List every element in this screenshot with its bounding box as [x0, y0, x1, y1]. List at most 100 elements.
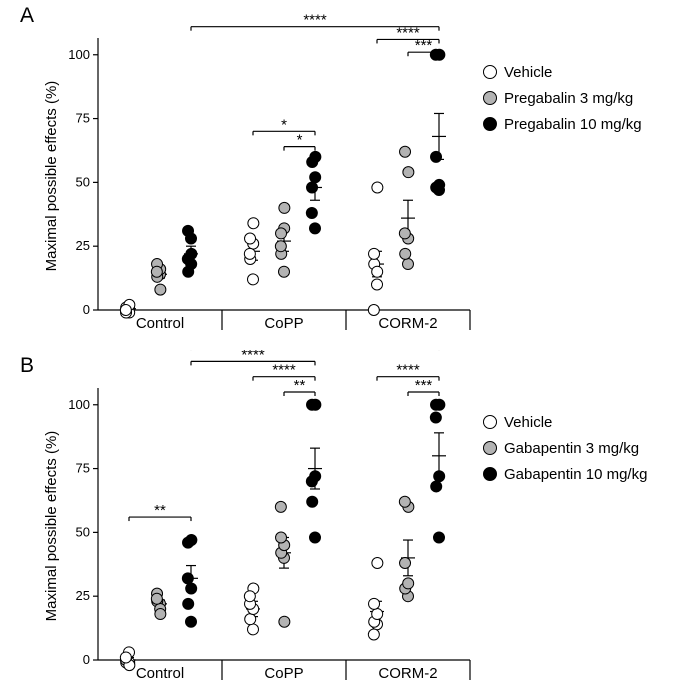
data-point	[403, 167, 414, 178]
panel-label-a: A	[20, 4, 34, 28]
data-point	[434, 179, 445, 190]
ytick-label: 0	[83, 302, 90, 317]
data-point	[310, 532, 321, 543]
data-point	[306, 208, 317, 219]
data-point	[368, 305, 379, 316]
data-point	[400, 146, 411, 157]
legend-marker	[484, 442, 497, 455]
data-point	[244, 248, 255, 259]
legend-marker	[484, 118, 497, 131]
ytick-label: 50	[76, 174, 90, 189]
ytick-label: 100	[68, 47, 90, 62]
group-label: Control	[136, 315, 184, 332]
data-point	[276, 228, 287, 239]
legend-marker	[484, 416, 497, 429]
data-point	[434, 471, 445, 482]
data-point	[279, 266, 290, 277]
ytick-label: 50	[76, 524, 90, 539]
data-point	[245, 614, 256, 625]
legend-label: Pregabalin 10 mg/kg	[504, 116, 642, 133]
data-point	[186, 535, 197, 546]
data-point	[248, 624, 259, 635]
data-point	[183, 225, 194, 236]
group-label: CoPP	[264, 315, 303, 332]
data-point	[310, 151, 321, 162]
data-point	[155, 284, 166, 295]
data-point	[306, 476, 317, 487]
ytick-label: 25	[76, 238, 90, 253]
data-point	[244, 591, 255, 602]
data-point	[369, 248, 380, 259]
data-point	[182, 573, 193, 584]
data-point	[186, 616, 197, 627]
data-point	[310, 223, 321, 234]
significance-label: ***	[415, 377, 433, 394]
legend-label: Gabapentin 3 mg/kg	[504, 440, 639, 457]
data-point	[151, 266, 162, 277]
data-point	[183, 598, 194, 609]
significance-label: *	[297, 132, 303, 149]
data-point	[434, 399, 445, 410]
legend-label: Pregabalin 3 mg/kg	[504, 90, 633, 107]
data-point	[310, 399, 321, 410]
significance-label: ****	[241, 350, 265, 363]
y-axis-label: Maximal possible effects (%)	[43, 81, 60, 272]
data-point	[403, 259, 414, 270]
panel-label-b: B	[20, 354, 34, 378]
ytick-label: 100	[68, 397, 90, 412]
data-point	[307, 496, 318, 507]
data-point	[434, 532, 445, 543]
data-point	[372, 609, 383, 620]
data-point	[151, 593, 162, 604]
data-point	[182, 253, 193, 264]
data-point	[372, 266, 383, 277]
data-point	[275, 501, 286, 512]
significance-label: ****	[303, 12, 327, 29]
legend-marker	[484, 468, 497, 481]
group-label: CORM-2	[378, 315, 437, 332]
legend-label: Vehicle	[504, 64, 552, 81]
group-label: CoPP	[264, 665, 303, 682]
legend-marker	[484, 92, 497, 105]
group-label: Control	[136, 665, 184, 682]
y-axis-label: Maximal possible effects (%)	[43, 431, 60, 622]
data-point	[431, 151, 442, 162]
data-point	[275, 241, 286, 252]
data-point	[369, 598, 380, 609]
data-point	[120, 652, 131, 663]
significance-label: **	[154, 502, 166, 519]
data-point	[155, 609, 166, 620]
data-point	[430, 412, 441, 423]
ytick-label: 25	[76, 588, 90, 603]
data-point	[245, 233, 256, 244]
data-point	[276, 532, 287, 543]
data-point	[368, 629, 379, 640]
ytick-label: 0	[83, 652, 90, 667]
data-point	[372, 182, 383, 193]
data-point	[400, 248, 411, 259]
data-point	[279, 202, 290, 213]
significance-label: ****	[272, 362, 296, 379]
data-point	[372, 279, 383, 290]
data-point	[248, 274, 259, 285]
significance-label: *	[281, 116, 287, 133]
legend-marker	[484, 66, 497, 79]
ytick-label: 75	[76, 111, 90, 126]
data-point	[400, 558, 411, 569]
data-point	[186, 583, 197, 594]
ytick-label: 75	[76, 461, 90, 476]
data-point	[399, 228, 410, 239]
data-point	[310, 172, 321, 183]
data-point	[279, 616, 290, 627]
data-point	[399, 496, 410, 507]
data-point	[372, 558, 383, 569]
significance-label: **	[294, 377, 306, 394]
data-point	[403, 578, 414, 589]
legend-label: Gabapentin 10 mg/kg	[504, 466, 647, 483]
data-point	[248, 218, 259, 229]
data-point	[431, 481, 442, 492]
data-point	[307, 182, 318, 193]
legend-label: Vehicle	[504, 414, 552, 431]
group-label: CORM-2	[378, 665, 437, 682]
data-point	[120, 305, 131, 316]
